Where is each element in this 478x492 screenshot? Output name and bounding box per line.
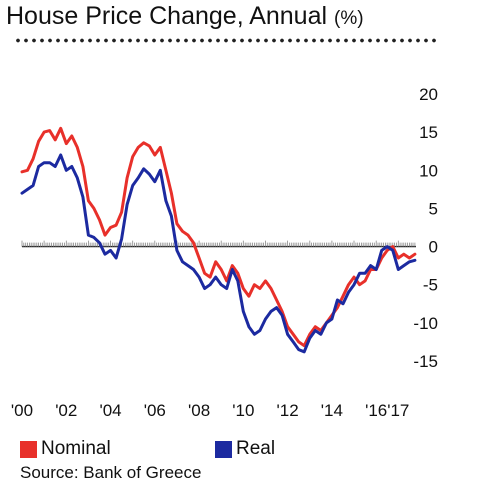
line-chart: 20 15 10 5 0 -5 -10 -15 '00 '02 '04 '06 '08 '10 '12 '1… xyxy=(11,85,438,420)
source-note: Source: Bank of Greece xyxy=(20,463,202,482)
x-tick-label: '00 xyxy=(11,401,33,420)
y-tick-label: 20 xyxy=(419,85,438,104)
y-tick-label: -10 xyxy=(413,314,438,333)
legend-label-nominal: Nominal xyxy=(41,438,111,459)
chart-title: House Price Change, Annual (%) xyxy=(6,2,364,31)
x-tick-label: '17 xyxy=(387,401,409,420)
x-tick-label: '14 xyxy=(321,401,343,420)
y-tick-labels: 20 15 10 5 0 -5 -10 -15 xyxy=(413,85,438,371)
y-tick-label: 15 xyxy=(419,123,438,142)
legend-swatch-nominal xyxy=(20,440,37,458)
legend-label-real: Real xyxy=(236,438,276,459)
y-tick-label: -15 xyxy=(413,352,438,371)
x-tick-label: '02 xyxy=(55,401,77,420)
legend-swatch-real xyxy=(215,440,232,458)
y-tick-label: 5 xyxy=(429,199,438,218)
legend-item-real: Real xyxy=(215,438,275,460)
x-tick-label: '06 xyxy=(144,401,166,420)
y-tick-label: -5 xyxy=(423,276,438,295)
x-tick-label: '12 xyxy=(277,401,299,420)
x-tick-labels: '00 '02 '04 '06 '08 '10 '12 '14 '16'17 xyxy=(11,401,409,420)
x-tick-label: '10 xyxy=(232,401,254,420)
series-line-nominal xyxy=(20,126,417,348)
series-line-real xyxy=(20,153,417,354)
x-tick-label: '04 xyxy=(99,401,121,420)
x-tick-label: '16 xyxy=(365,401,387,420)
legend-item-nominal: Nominal xyxy=(20,438,111,460)
x-tick-label: '08 xyxy=(188,401,210,420)
y-tick-label: 0 xyxy=(429,238,438,257)
y-tick-label: 10 xyxy=(419,161,438,180)
series-lines xyxy=(20,126,417,354)
dotted-divider xyxy=(14,38,440,43)
zero-axis-minor-ticks xyxy=(21,240,416,247)
zero-axis xyxy=(21,240,416,248)
chart-title-text: House Price Change, Annual xyxy=(6,2,328,30)
chart-title-unit: (%) xyxy=(334,8,364,29)
